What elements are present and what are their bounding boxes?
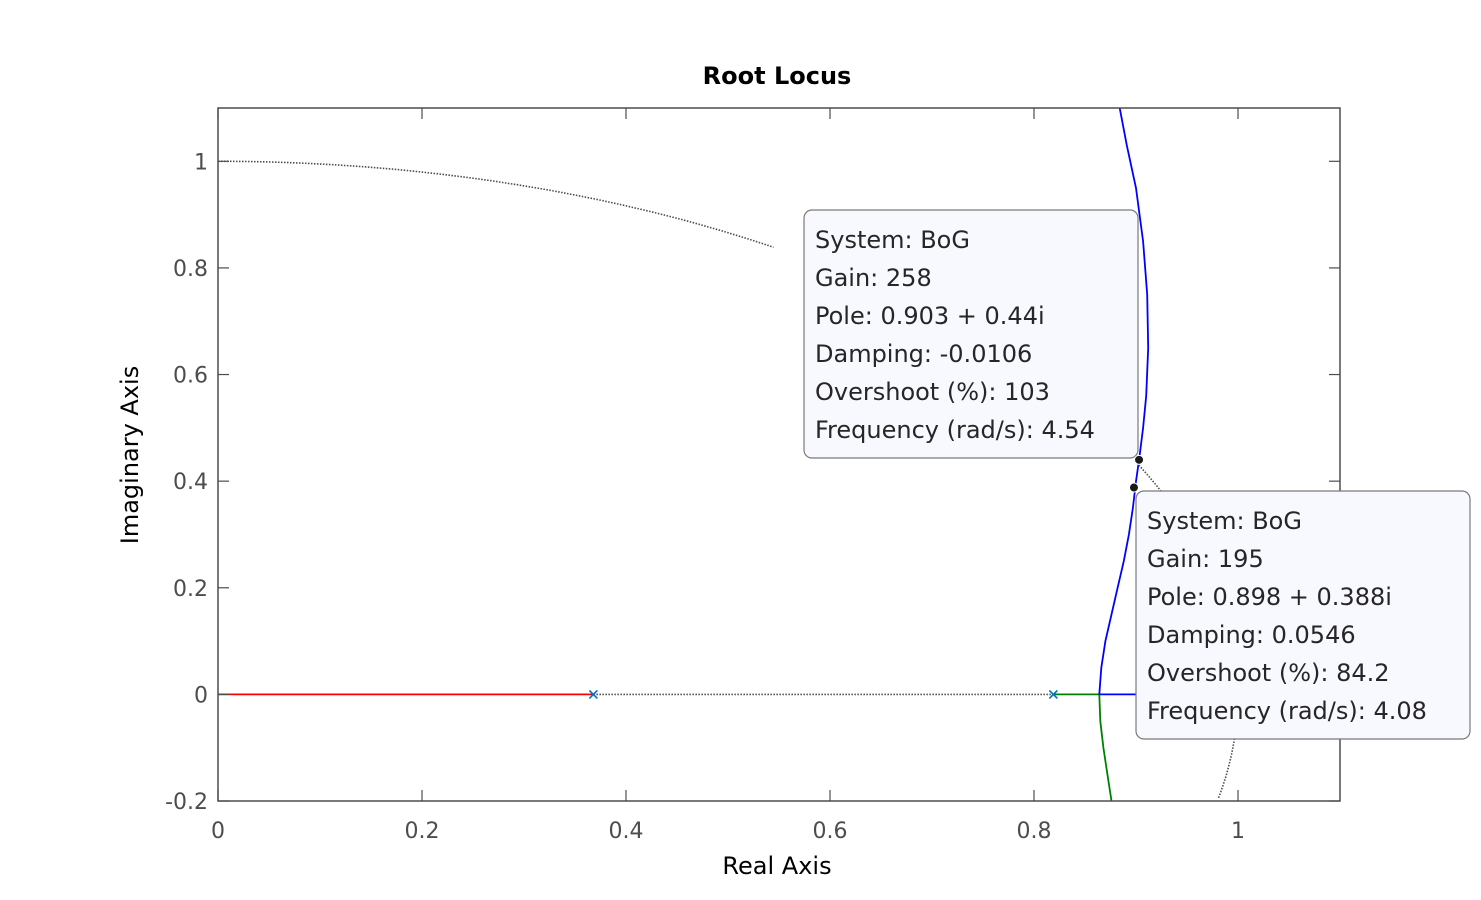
datatip-0-line-3: Damping: -0.0106 [815, 340, 1032, 368]
datatip-0-line-2: Pole: 0.903 + 0.44i [815, 302, 1045, 330]
y-tick-label-3: 0.4 [173, 470, 208, 495]
pole-marker-1 [1048, 689, 1058, 699]
y-tick-label-6: 1 [194, 150, 208, 175]
axis-ticks: 0 0.2 0.4 0.6 0.8 1-0.200.20.40.60.81 [165, 108, 1340, 844]
x-tick-label-3: 0.6 [813, 819, 848, 844]
pole-markers [588, 689, 1058, 699]
y-tick-label-2: 0.2 [173, 577, 208, 602]
x-tick-label-2: 0.4 [609, 819, 644, 844]
datatip-0-line-4: Overshoot (%): 103 [815, 378, 1050, 406]
datatip-marker-0[interactable] [1134, 454, 1145, 465]
datatip-1-line-5: Frequency (rad/s): 4.08 [1147, 697, 1427, 725]
datatip-0-line-0: System: BoG [815, 226, 970, 254]
x-tick-label-0: 0 [211, 819, 225, 844]
chart-title: Root Locus [703, 62, 852, 90]
y-tick-label-0: -0.2 [165, 790, 208, 815]
locus-branch-6 [218, 160, 774, 249]
datatip-1-line-1: Gain: 195 [1147, 545, 1264, 573]
y-tick-label-5: 0.8 [173, 257, 208, 282]
datatip-0-line-5: Frequency (rad/s): 4.54 [815, 416, 1095, 444]
datatip-1-line-4: Overshoot (%): 84.2 [1147, 659, 1390, 687]
y-tick-label-1: 0 [194, 683, 208, 708]
datatip-1-line-3: Damping: 0.0546 [1147, 621, 1356, 649]
x-tick-label-1: 0.2 [405, 819, 440, 844]
x-tick-label-5: 1 [1231, 819, 1245, 844]
datatip-box-0[interactable] [803, 209, 1139, 459]
datatip-marker-1[interactable] [1128, 482, 1139, 493]
datatips: System: BoG Gain: 258 Pole: 0.903 + 0.44i D… [803, 209, 1471, 740]
locus-branch-2 [1098, 694, 1113, 802]
datatip-1-line-2: Pole: 0.898 + 0.388i [1147, 583, 1392, 611]
axes-box [217, 107, 1341, 802]
x-axis-label: Real Axis [722, 852, 831, 880]
x-tick-label-4: 0.8 [1017, 819, 1052, 844]
y-tick-label-4: 0.6 [173, 364, 208, 389]
y-axis-label: Imaginary Axis [116, 366, 144, 544]
datatip-1-line-0: System: BoG [1147, 507, 1302, 535]
pole-marker-0 [588, 689, 598, 699]
locus-branch-4 [1098, 107, 1150, 695]
datatip-box-1[interactable] [1135, 490, 1471, 740]
datatip-0-line-1: Gain: 258 [815, 264, 932, 292]
